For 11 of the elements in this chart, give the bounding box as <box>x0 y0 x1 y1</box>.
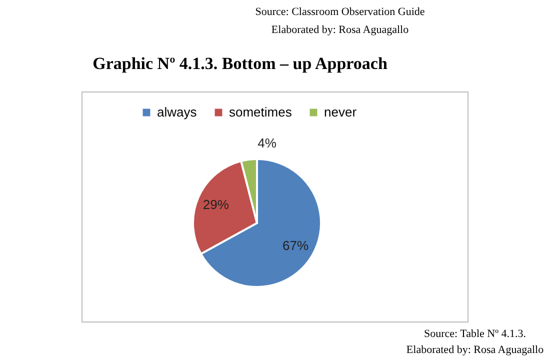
data-label: 4% <box>258 136 277 151</box>
data-label: 29% <box>202 197 230 212</box>
legend-label: always <box>157 104 198 120</box>
text: Elaborated by: Rosa Aguagallo <box>406 344 544 356</box>
chart-title: Graphic Nº 4.1.3. Bottom – up Approach <box>92 54 388 73</box>
text: Elaborated by: Rosa Aguagallo <box>271 24 410 36</box>
legend-label: never <box>324 104 358 120</box>
data-label: 67% <box>282 238 310 253</box>
source-note: Source: Table Nº 4.1.3. <box>424 328 526 340</box>
legend-label: sometimes <box>229 104 292 120</box>
source-note: Source: Classroom Observation Guide <box>255 6 425 18</box>
